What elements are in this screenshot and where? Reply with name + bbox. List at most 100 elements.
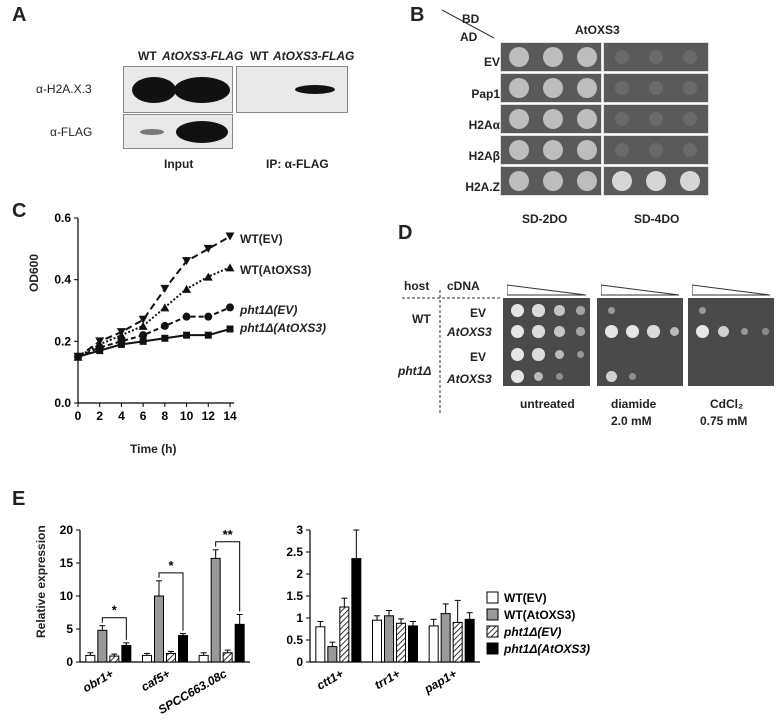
y-tick-label: 15 — [60, 556, 74, 570]
yeast-spot — [629, 373, 636, 380]
cdna-row-4: AtOXS3 — [447, 372, 492, 386]
ad-row-h2az: H2A.Z — [465, 180, 500, 194]
yeast-colony — [509, 171, 529, 191]
growth-point — [96, 347, 104, 355]
category-label: obr1+ — [80, 666, 116, 695]
yeast-spot — [576, 350, 585, 359]
x-tick-label: 14 — [223, 409, 237, 423]
growth-point — [117, 340, 125, 348]
ip-label: IP: α-FLAG — [266, 157, 329, 171]
yeast-colony — [615, 50, 629, 64]
medium-sd2do: SD-2DO — [522, 212, 568, 226]
series-label-pht1-oxs3: pht1Δ(AtOXS3) — [240, 321, 327, 335]
growth-point — [182, 312, 191, 321]
yeast-colony — [649, 81, 663, 95]
input-label: Input — [164, 157, 194, 171]
legend-label: pht1Δ(EV) — [503, 625, 561, 639]
yeast-colony — [509, 78, 529, 98]
yeast-spot — [511, 370, 524, 383]
bar-SPCC663.08c-2 — [222, 652, 233, 663]
yeast-spot — [532, 348, 545, 361]
yeast-spot — [554, 349, 565, 360]
growth-point — [225, 232, 235, 241]
y2h-plate-row1-sd4do — [603, 42, 709, 72]
bar-obr1+-3 — [121, 645, 132, 663]
growth-point — [226, 325, 234, 333]
bar-caf5+-1 — [154, 595, 164, 663]
growth-point — [160, 284, 170, 293]
host-pht1: pht1Δ — [398, 364, 432, 378]
legend-swatch — [486, 591, 499, 604]
bd-ad-divider — [441, 9, 495, 39]
lane-label-wt-input: WT — [138, 49, 157, 63]
legend-label: pht1Δ(AtOXS3) — [503, 642, 590, 656]
condition-untreated: untreated — [520, 397, 575, 411]
yeast-colony — [649, 50, 663, 64]
x-tick-label: 6 — [140, 409, 147, 423]
yeast-colony — [577, 47, 597, 67]
growth-point — [138, 321, 148, 330]
category-label: ctt1+ — [314, 666, 346, 692]
ad-row-pap1: Pap1 — [471, 87, 500, 101]
series-label-wt-oxs3: WT(AtOXS3) — [240, 263, 312, 277]
growth-point — [204, 331, 212, 339]
growth-point — [74, 353, 82, 361]
yeast-colony — [509, 109, 529, 129]
yeast-spot — [698, 306, 707, 315]
y-tick-label: 10 — [60, 589, 74, 603]
legend-label: WT(AtOXS3) — [504, 608, 575, 622]
yeast-spot — [605, 370, 618, 383]
spot-table-lines — [402, 290, 500, 415]
yeast-spot — [532, 304, 545, 317]
panel-label-a: A — [12, 4, 27, 26]
legend-label: WT(EV) — [504, 591, 547, 605]
yeast-colony — [509, 140, 529, 160]
x-tick-label: 0 — [75, 409, 82, 423]
panel-label-d: D — [398, 222, 413, 244]
yeast-colony — [543, 171, 563, 191]
y-tick-label: 0 — [66, 655, 73, 669]
growth-point — [116, 331, 126, 340]
bar-pap1+-2 — [452, 621, 463, 663]
lane-label-oxs3-input: AtOXS3-FLAG — [162, 49, 244, 63]
x-tick-label: 4 — [118, 409, 125, 423]
bd-construct-label: AtOXS3 — [575, 23, 620, 37]
growth-y-axis-label: OD600 — [27, 253, 41, 292]
growth-point — [160, 303, 170, 312]
host-wt: WT — [412, 312, 431, 326]
host-header: host — [404, 279, 430, 293]
x-tick-label: 10 — [180, 409, 194, 423]
bar-SPCC663.08c-0 — [198, 654, 209, 663]
bar-ctt1+-3 — [351, 558, 362, 663]
significance-bracket — [215, 541, 241, 612]
spot-plate-1 — [503, 298, 590, 386]
yeast-colony — [577, 78, 597, 98]
yeast-colony — [543, 78, 563, 98]
growth-point — [203, 244, 213, 253]
yeast-colony — [683, 50, 697, 64]
bar-obr1+-2 — [109, 655, 120, 663]
condition-cdcl2: CdCl₂ — [710, 397, 744, 411]
yeast-spot — [533, 371, 544, 382]
growth-point — [204, 312, 213, 321]
y-tick-label: 2.5 — [286, 545, 303, 559]
bar-pap1+-3 — [464, 618, 475, 663]
significance-mark: ** — [223, 527, 234, 542]
series-label-pht1-ev: pht1Δ(EV) — [240, 303, 298, 317]
y-tick-label: 3 — [296, 523, 303, 537]
yeast-colony — [577, 140, 597, 160]
category-label: caf5+ — [139, 666, 173, 694]
growth-point — [182, 284, 192, 293]
yeast-spot — [669, 326, 680, 337]
bar-ctt1+-2 — [339, 606, 350, 663]
y-tick-label: 1.5 — [286, 589, 303, 603]
medium-sd4do: SD-4DO — [634, 212, 680, 226]
growth-point — [203, 272, 213, 281]
growth-point — [139, 337, 147, 345]
yeast-spot — [511, 348, 524, 361]
y2h-plate-row3-sd2do — [500, 104, 602, 134]
y-tick-label: 0.4 — [54, 273, 71, 287]
x-tick-label: 12 — [202, 409, 216, 423]
lane-label-oxs3-ip: AtOXS3-FLAG — [273, 49, 355, 63]
